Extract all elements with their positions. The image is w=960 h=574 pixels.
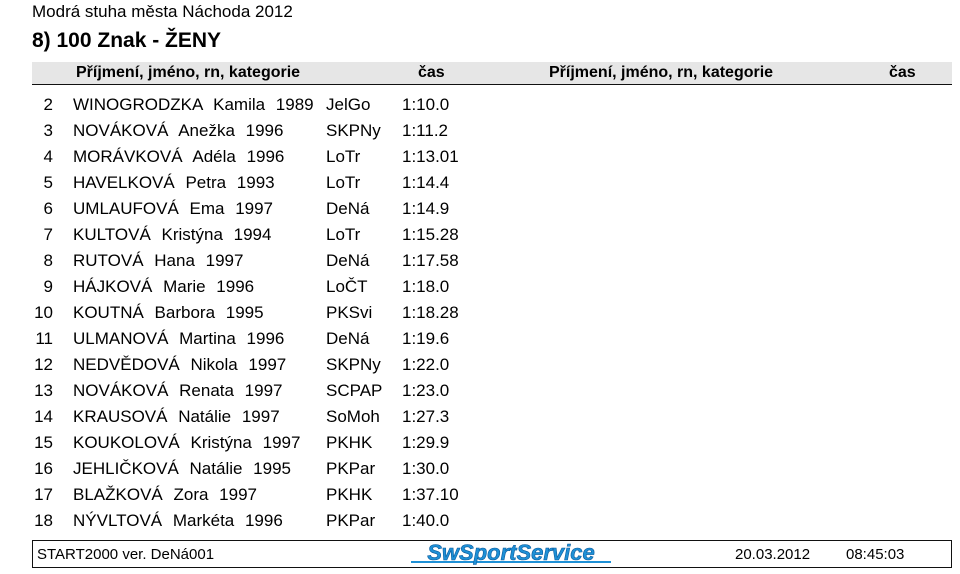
result-time: 1:23.0 (402, 381, 450, 400)
result-club: DeNá (326, 329, 370, 348)
result-name: KOUTNÁ Barbora 1995 (73, 303, 264, 322)
svg-text:SwSportService: SwSportService (427, 542, 595, 565)
result-club: SCPAP (326, 381, 383, 400)
result-rank: 4 (43, 147, 53, 166)
result-time: 1:22.0 (402, 355, 450, 374)
result-time: 1:19.6 (402, 329, 450, 348)
result-row: 10 KOUTNÁ Barbora 1995 PKSvi 1:18.28 (0, 301, 560, 327)
print-time: 08:45:03 (846, 546, 905, 563)
print-date: 20.03.2012 (735, 546, 811, 563)
result-club: LoČT (326, 277, 368, 296)
result-row: 6 UMLAUFOVÁ Ema 1997 DeNá 1:14.9 (0, 197, 560, 223)
header-time-column: čas (418, 64, 445, 81)
header-name-column: Příjmení, jméno, rn, kategorie (76, 64, 301, 81)
result-name: HÁJKOVÁ Marie 1996 (73, 277, 255, 296)
result-time: 1:11.2 (402, 121, 449, 140)
result-rank: 18 (34, 511, 53, 530)
result-club: JelGo (326, 95, 371, 114)
result-name: RUTOVÁ Hana 1997 (73, 251, 244, 270)
result-club: PKPar (326, 511, 376, 530)
result-name: NOVÁKOVÁ Renata 1997 (73, 381, 283, 400)
result-rank: 3 (43, 121, 53, 140)
result-rank: 5 (43, 173, 53, 192)
result-row: 12 NEDVĚDOVÁ Nikola 1997 SKPNy 1:22.0 (0, 353, 560, 379)
result-row: 8 RUTOVÁ Hana 1997 DeNá 1:17.58 (0, 249, 560, 275)
result-time: 1:40.0 (402, 511, 450, 530)
result-rank: 15 (34, 433, 53, 452)
result-time: 1:14.9 (402, 199, 450, 218)
result-rank: 6 (43, 199, 53, 218)
result-club: PKSvi (326, 303, 373, 322)
result-row: 5 HAVELKOVÁ Petra 1993 LoTr 1:14.4 (0, 171, 560, 197)
result-row: 14 KRAUSOVÁ Natálie 1997 SoMoh 1:27.3 (0, 405, 560, 431)
result-rank: 13 (34, 381, 53, 400)
result-club: LoTr (326, 225, 361, 244)
result-row: 7 KULTOVÁ Kristýna 1994 LoTr 1:15.28 (0, 223, 560, 249)
result-row: 13 NOVÁKOVÁ Renata 1997 SCPAP 1:23.0 (0, 379, 560, 405)
result-time: 1:27.3 (402, 407, 450, 426)
result-club: SoMoh (326, 407, 380, 426)
result-rank: 8 (43, 251, 53, 270)
result-name: KOUKOLOVÁ Kristýna 1997 (73, 433, 301, 452)
result-rank: 12 (34, 355, 53, 374)
header-name-column-2: Příjmení, jméno, rn, kategorie (549, 64, 774, 81)
result-club: SKPNy (326, 121, 381, 140)
result-name: KULTOVÁ Kristýna 1994 (73, 225, 272, 244)
footer-bar: START2000 ver. DeNá001 SwSportService 20… (32, 540, 952, 568)
result-club: DeNá (326, 251, 370, 270)
results-header: Příjmení, jméno, rn, kategorie čas Příjm… (32, 62, 952, 85)
result-time: 1:18.28 (402, 303, 459, 322)
result-row: 9 HÁJKOVÁ Marie 1996 LoČT 1:18.0 (0, 275, 560, 301)
result-time: 1:17.58 (402, 251, 459, 270)
result-rank: 2 (43, 95, 53, 114)
result-time: 1:29.9 (402, 433, 450, 452)
result-name: MORÁVKOVÁ Adéla 1996 (73, 147, 285, 166)
result-row: 18 NÝVLTOVÁ Markéta 1996 PKPar 1:40.0 (0, 509, 560, 535)
event-name: Modrá stuha města Náchoda 2012 (32, 2, 293, 21)
result-club: DeNá (326, 199, 370, 218)
result-name: NEDVĚDOVÁ Nikola 1997 (73, 355, 287, 374)
result-name: NOVÁKOVÁ Anežka 1996 (73, 121, 284, 140)
result-row: 4 MORÁVKOVÁ Adéla 1996 LoTr 1:13.01 (0, 145, 560, 171)
software-version: START2000 ver. DeNá001 (37, 546, 215, 563)
result-rank: 17 (34, 485, 53, 504)
result-name: KRAUSOVÁ Natálie 1997 (73, 407, 280, 426)
result-time: 1:30.0 (402, 459, 450, 478)
result-club: SKPNy (326, 355, 381, 374)
result-time: 1:15.28 (402, 225, 459, 244)
result-row: 3 NOVÁKOVÁ Anežka 1996 SKPNy 1:11.2 (0, 119, 560, 145)
result-rank: 11 (35, 329, 53, 348)
result-row: 2 WINOGRODZKA Kamila 1989 JelGo 1:10.0 (0, 93, 560, 119)
result-club: PKPar (326, 459, 376, 478)
result-rank: 16 (34, 459, 53, 478)
result-rank: 9 (43, 277, 53, 296)
swsportservice-logo: SwSportService (411, 542, 611, 565)
results-list: 2 WINOGRODZKA Kamila 1989 JelGo 1:10.0 3 NOVÁ… (0, 93, 560, 535)
result-name: JEHLIČKOVÁ Natálie 1995 (73, 459, 291, 478)
result-time: 1:14.4 (402, 173, 450, 192)
header-time-column-2: čas (889, 64, 916, 81)
result-name: HAVELKOVÁ Petra 1993 (73, 173, 275, 192)
result-time: 1:37.10 (402, 485, 459, 504)
result-club: LoTr (326, 147, 361, 166)
result-row: 11 ULMANOVÁ Martina 1996 DeNá 1:19.6 (0, 327, 560, 353)
race-title: 8) 100 Znak - ŽENY (32, 29, 222, 52)
result-row: 15 KOUKOLOVÁ Kristýna 1997 PKHK 1:29.9 (0, 431, 560, 457)
result-rank: 7 (43, 225, 53, 244)
result-time: 1:10.0 (402, 95, 450, 114)
result-row: 17 BLAŽKOVÁ Zora 1997 PKHK 1:37.10 (0, 483, 560, 509)
result-rank: 14 (34, 407, 53, 426)
result-club: PKHK (326, 485, 373, 504)
result-name: BLAŽKOVÁ Zora 1997 (73, 485, 257, 504)
result-time: 1:13.01 (402, 147, 459, 166)
result-name: UMLAUFOVÁ Ema 1997 (73, 199, 274, 218)
result-rank: 10 (34, 303, 53, 322)
result-club: PKHK (326, 433, 373, 452)
result-name: WINOGRODZKA Kamila 1989 (73, 95, 314, 114)
result-club: LoTr (326, 173, 361, 192)
result-name: NÝVLTOVÁ Markéta 1996 (73, 511, 283, 530)
result-time: 1:18.0 (402, 277, 450, 296)
result-row: 16 JEHLIČKOVÁ Natálie 1995 PKPar 1:30.0 (0, 457, 560, 483)
result-name: ULMANOVÁ Martina 1996 (73, 329, 285, 348)
